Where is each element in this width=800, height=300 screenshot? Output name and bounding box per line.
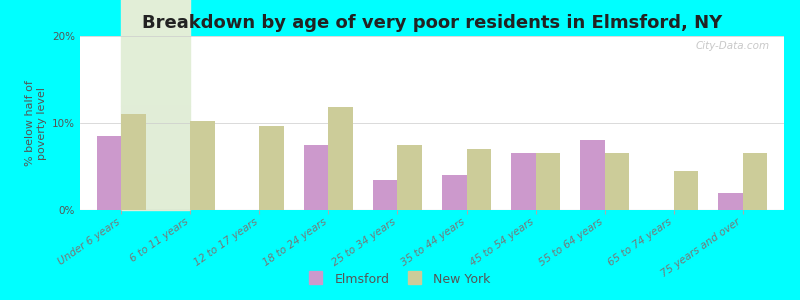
Bar	[122, 0, 190, 1]
Y-axis label: % below half of
poverty level: % below half of poverty level	[25, 80, 46, 166]
Bar	[742, 154, 766, 210]
Bar	[259, 126, 284, 210]
Bar	[466, 149, 490, 210]
Bar	[374, 179, 398, 210]
Legend: Elmsford, New York: Elmsford, New York	[305, 268, 495, 291]
Bar	[535, 154, 560, 210]
Bar	[122, 140, 190, 175]
Title: Breakdown by age of very poor residents in Elmsford, NY: Breakdown by age of very poor residents …	[142, 14, 722, 32]
Bar	[122, 71, 190, 106]
Bar	[122, 106, 190, 140]
Bar	[304, 145, 329, 210]
Text: City-Data.com: City-Data.com	[696, 41, 770, 51]
Bar	[442, 175, 466, 210]
Bar	[190, 121, 214, 210]
Bar	[329, 107, 353, 210]
Bar	[398, 145, 422, 210]
Bar	[718, 193, 742, 210]
Bar	[98, 136, 122, 210]
Bar	[122, 114, 146, 210]
Bar	[605, 154, 629, 210]
Bar	[122, 36, 190, 71]
Bar	[674, 171, 698, 210]
Bar	[511, 154, 535, 210]
Bar	[580, 140, 605, 210]
Bar	[122, 1, 190, 36]
Bar	[122, 175, 190, 210]
